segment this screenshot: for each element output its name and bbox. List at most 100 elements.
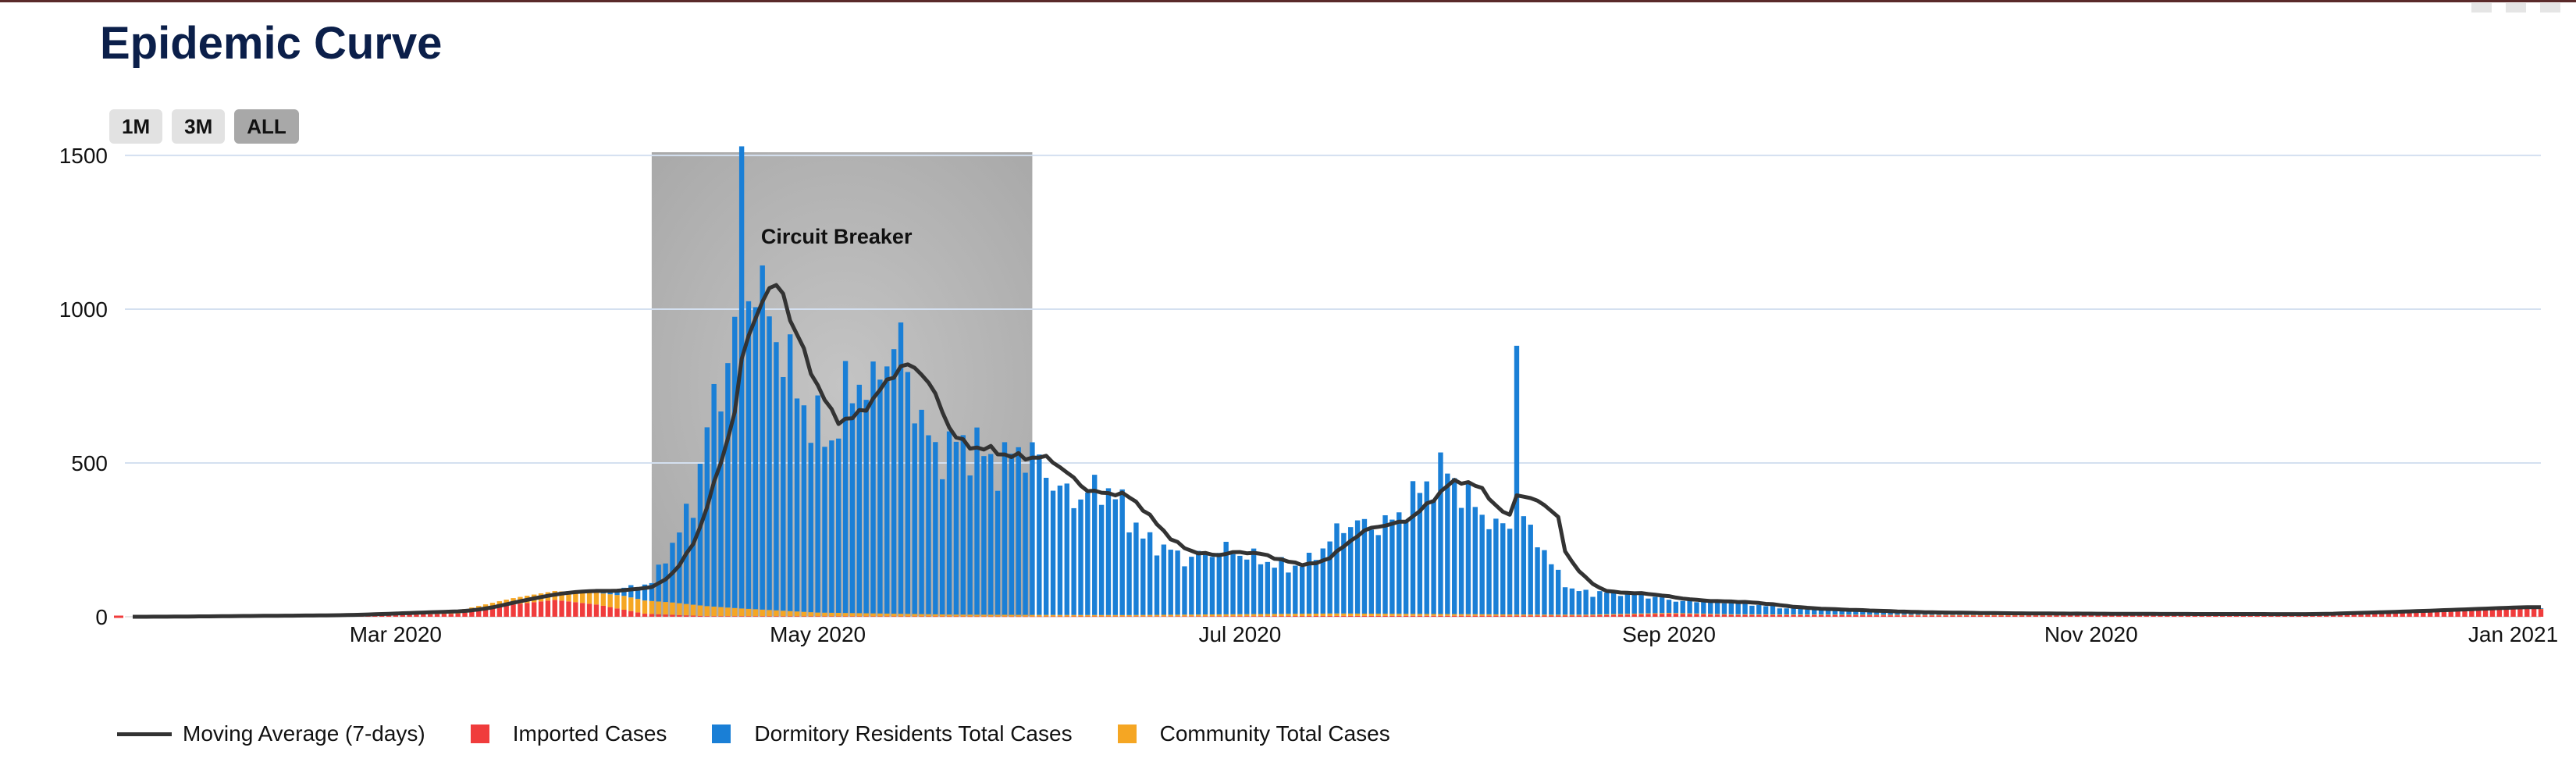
bar-dormitory: [1465, 481, 1471, 614]
bar-community: [1535, 614, 1540, 616]
bar-imported: [808, 616, 813, 617]
bar-imported: [573, 602, 578, 617]
bar-community: [1770, 614, 1776, 615]
y-tick-label: 1500: [59, 144, 108, 168]
bar-imported: [967, 616, 973, 618]
bar-community: [1251, 614, 1257, 617]
bar-community: [912, 614, 917, 617]
legend-item-moving-average[interactable]: Moving Average (7-days): [117, 721, 425, 746]
bar-community: [704, 606, 710, 617]
bar-dormitory: [1452, 478, 1457, 614]
legend-item-dormitory[interactable]: Dormitory Residents Total Cases: [703, 721, 1073, 746]
bar-dormitory: [794, 398, 800, 612]
bar-imported: [1320, 615, 1325, 617]
bar-dormitory: [1479, 514, 1485, 614]
bar-imported: [1507, 615, 1513, 617]
bar-community: [1493, 614, 1499, 616]
bar-imported: [1590, 615, 1596, 617]
range-button-3m[interactable]: 3M: [172, 109, 226, 144]
bar-imported: [1929, 615, 1935, 617]
bar-imported: [919, 616, 924, 618]
bar-community: [1604, 614, 1610, 615]
bar-community: [1320, 613, 1325, 616]
bar-community: [642, 600, 648, 614]
bar-dormitory: [1742, 601, 1748, 614]
bar-imported: [1680, 614, 1685, 617]
bar-dormitory: [1175, 550, 1180, 615]
bar-dormitory: [1653, 596, 1658, 614]
bar-imported: [1984, 615, 1990, 617]
bar-community: [738, 608, 745, 617]
bar-imported: [1230, 616, 1236, 617]
bar-imported: [1936, 615, 1941, 617]
bar-community: [1866, 614, 1873, 616]
bar-imported: [2386, 612, 2392, 617]
bar-imported: [2185, 615, 2191, 617]
bar-imported: [2496, 608, 2503, 617]
bar-dormitory: [1535, 547, 1540, 615]
bar-community: [1258, 614, 1264, 617]
bar-imported: [1860, 615, 1866, 617]
bar-imported: [482, 609, 489, 617]
bar-imported: [441, 614, 447, 617]
bar-community: [1057, 614, 1063, 617]
bar-imported: [2358, 613, 2364, 617]
bar-imported: [393, 614, 399, 617]
bar-community: [1784, 614, 1789, 615]
bar-dormitory: [1895, 612, 1900, 615]
bar-imported: [1050, 616, 1056, 618]
bar-imported: [877, 616, 883, 618]
bar-imported: [1617, 614, 1624, 617]
bar-imported: [1624, 614, 1631, 617]
bar-dormitory: [781, 376, 786, 611]
bar-imported: [1410, 615, 1416, 617]
range-button-1m[interactable]: 1M: [109, 109, 163, 144]
bar-community: [1479, 614, 1485, 616]
bar-imported: [2365, 613, 2371, 617]
bar-dormitory: [1507, 529, 1513, 615]
bar-imported: [884, 616, 890, 618]
legend-item-imported[interactable]: Imported Cases: [461, 721, 667, 746]
bar-imported: [2144, 615, 2149, 617]
bar-dormitory: [1659, 597, 1665, 614]
bar-imported: [767, 616, 772, 617]
bar-community: [1244, 614, 1250, 617]
legend-item-community[interactable]: Community Total Cases: [1108, 721, 1390, 746]
bar-community: [946, 614, 952, 617]
bar-imported: [663, 614, 668, 617]
bar-imported: [1334, 615, 1340, 617]
bar-imported: [2503, 607, 2509, 617]
bar-dormitory: [1382, 515, 1388, 614]
bar-dormitory: [1348, 527, 1354, 614]
bar-dormitory: [1071, 507, 1076, 615]
bar-dormitory: [808, 443, 813, 613]
bar-community: [2005, 614, 2011, 616]
bar-community: [1950, 614, 1955, 616]
bar-imported: [1846, 615, 1852, 617]
bar-imported: [1368, 615, 1375, 617]
bar-dormitory: [1417, 493, 1423, 614]
bar-imported: [1279, 616, 1284, 617]
bar-community: [1410, 614, 1416, 616]
bar-dormitory: [1832, 610, 1838, 615]
zoom-icon: [2506, 3, 2526, 12]
bar-community: [1853, 614, 1859, 616]
range-button-all[interactable]: ALL: [234, 109, 299, 144]
range-selector: 1M 3M ALL: [109, 109, 299, 144]
bar-community: [1279, 614, 1284, 617]
bar-community: [745, 608, 752, 617]
bar-imported: [1023, 616, 1028, 618]
bar-dormitory: [725, 363, 731, 608]
bar-community: [1154, 614, 1160, 617]
bar-dormitory: [1258, 564, 1264, 614]
bar-imported: [781, 616, 786, 617]
bar-imported: [1161, 616, 1167, 617]
bar-dormitory: [1846, 610, 1852, 615]
bar-imported: [1037, 616, 1042, 618]
bar-community: [1431, 614, 1436, 616]
bar-dormitory: [1320, 548, 1325, 614]
bar-imported: [2081, 615, 2087, 617]
bar-dormitory: [1244, 559, 1250, 614]
bar-imported: [905, 616, 911, 618]
bar-dormitory: [1424, 481, 1429, 614]
